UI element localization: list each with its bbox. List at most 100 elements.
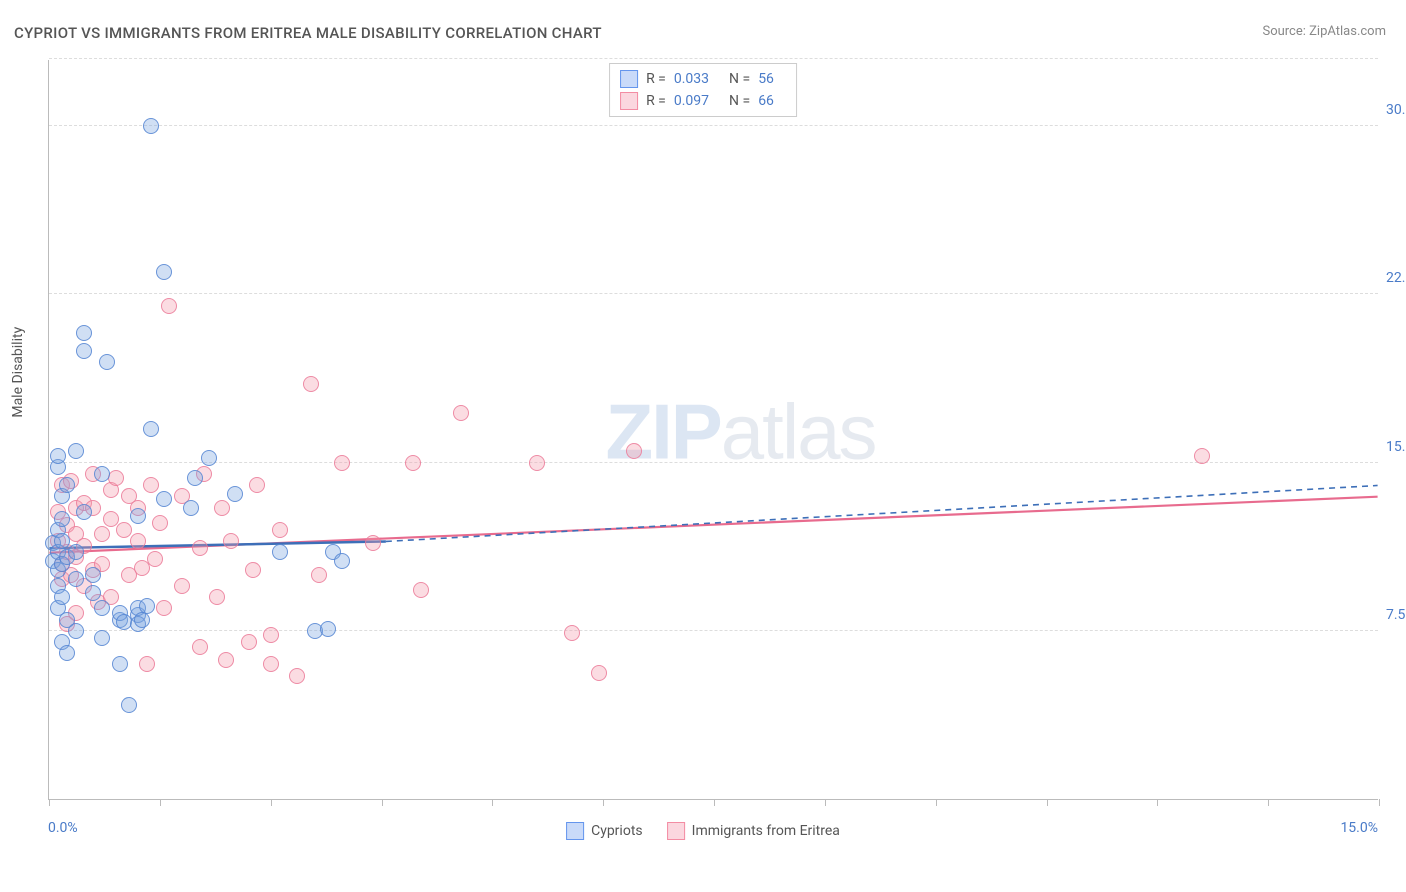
legend-series-item: Cypriots	[566, 822, 643, 840]
legend-series-label: Immigrants from Eritrea	[692, 823, 840, 839]
scatter-point	[147, 551, 163, 567]
scatter-point	[209, 589, 225, 605]
x-tick	[160, 799, 161, 806]
scatter-point	[68, 571, 84, 587]
scatter-point	[626, 443, 642, 459]
legend-correlation-row: R =0.033N =56	[620, 68, 786, 90]
scatter-point	[143, 477, 159, 493]
x-tick	[1379, 799, 1380, 806]
x-tick	[1047, 799, 1048, 806]
legend-swatch-blue	[620, 70, 638, 88]
scatter-point	[320, 621, 336, 637]
scatter-point	[94, 600, 110, 616]
scatter-point	[59, 645, 75, 661]
grid-line	[49, 630, 1378, 631]
watermark: ZIPatlas	[605, 386, 875, 477]
scatter-point	[76, 504, 92, 520]
chart-title: CYPRIOT VS IMMIGRANTS FROM ERITREA MALE …	[14, 24, 602, 42]
x-tick	[49, 799, 50, 806]
legend-r-value: 0.033	[674, 71, 709, 87]
y-tick-label: 30.0%	[1386, 102, 1406, 118]
scatter-point	[94, 526, 110, 542]
scatter-point	[143, 118, 159, 134]
scatter-point	[334, 455, 350, 471]
trend-line-blue-dashed	[386, 485, 1378, 541]
x-tick-label-max: 15.0%	[1340, 820, 1378, 836]
scatter-point	[54, 511, 70, 527]
scatter-point	[99, 354, 115, 370]
y-tick-label: 7.5%	[1386, 607, 1406, 623]
chart-container: CYPRIOT VS IMMIGRANTS FROM ERITREA MALE …	[0, 0, 1406, 892]
scatter-point	[130, 508, 146, 524]
scatter-point	[289, 668, 305, 684]
legend-n-label: N =	[729, 71, 750, 87]
scatter-point	[413, 582, 429, 598]
scatter-point	[529, 455, 545, 471]
scatter-point	[249, 477, 265, 493]
scatter-point	[334, 553, 350, 569]
grid-line	[49, 125, 1378, 126]
x-tick	[936, 799, 937, 806]
scatter-point	[76, 325, 92, 341]
scatter-point	[94, 630, 110, 646]
scatter-point	[218, 652, 234, 668]
scatter-point	[85, 585, 101, 601]
scatter-point	[85, 567, 101, 583]
legend-n-value: 56	[758, 71, 774, 87]
scatter-point	[564, 625, 580, 641]
scatter-point	[263, 627, 279, 643]
scatter-point	[241, 634, 257, 650]
scatter-point	[50, 448, 66, 464]
legend-series-item: Immigrants from Eritrea	[667, 822, 840, 840]
plot-area: ZIPatlas 7.5%15.0%22.5%30.0%	[48, 60, 1378, 800]
scatter-point	[94, 466, 110, 482]
source-label: Source: ZipAtlas.com	[1262, 24, 1386, 39]
x-tick	[271, 799, 272, 806]
scatter-point	[156, 600, 172, 616]
scatter-point	[116, 522, 132, 538]
scatter-point	[54, 533, 70, 549]
legend-series-label: Cypriots	[591, 823, 643, 839]
legend-swatch-pink	[667, 822, 685, 840]
grid-line	[49, 58, 1378, 59]
legend-correlation-row: R =0.097N =66	[620, 90, 786, 112]
scatter-point	[365, 535, 381, 551]
scatter-point	[1194, 448, 1210, 464]
scatter-point	[68, 443, 84, 459]
scatter-point	[263, 656, 279, 672]
scatter-point	[139, 656, 155, 672]
scatter-point	[156, 491, 172, 507]
scatter-point	[54, 589, 70, 605]
scatter-point	[201, 450, 217, 466]
x-tick	[1157, 799, 1158, 806]
scatter-point	[174, 578, 190, 594]
scatter-point	[130, 533, 146, 549]
x-tick	[492, 799, 493, 806]
grid-line	[49, 462, 1378, 463]
legend-swatch-blue	[566, 822, 584, 840]
scatter-point	[227, 486, 243, 502]
legend-swatch-pink	[620, 92, 638, 110]
scatter-point	[152, 515, 168, 531]
scatter-point	[59, 477, 75, 493]
scatter-point	[214, 500, 230, 516]
scatter-point	[68, 623, 84, 639]
legend-n-value: 66	[758, 93, 774, 109]
legend-r-value: 0.097	[674, 93, 709, 109]
scatter-point	[453, 405, 469, 421]
legend-correlation: R =0.033N =56R =0.097N =66	[609, 63, 797, 117]
scatter-point	[311, 567, 327, 583]
scatter-point	[68, 544, 84, 560]
x-tick	[1268, 799, 1269, 806]
scatter-point	[139, 598, 155, 614]
grid-line	[49, 293, 1378, 294]
scatter-point	[272, 544, 288, 560]
scatter-point	[183, 500, 199, 516]
scatter-point	[223, 533, 239, 549]
y-tick-label: 15.0%	[1386, 439, 1406, 455]
scatter-point	[192, 639, 208, 655]
trend-line-pink	[49, 497, 1377, 553]
scatter-point	[272, 522, 288, 538]
y-tick-label: 22.5%	[1386, 270, 1406, 286]
scatter-point	[103, 511, 119, 527]
